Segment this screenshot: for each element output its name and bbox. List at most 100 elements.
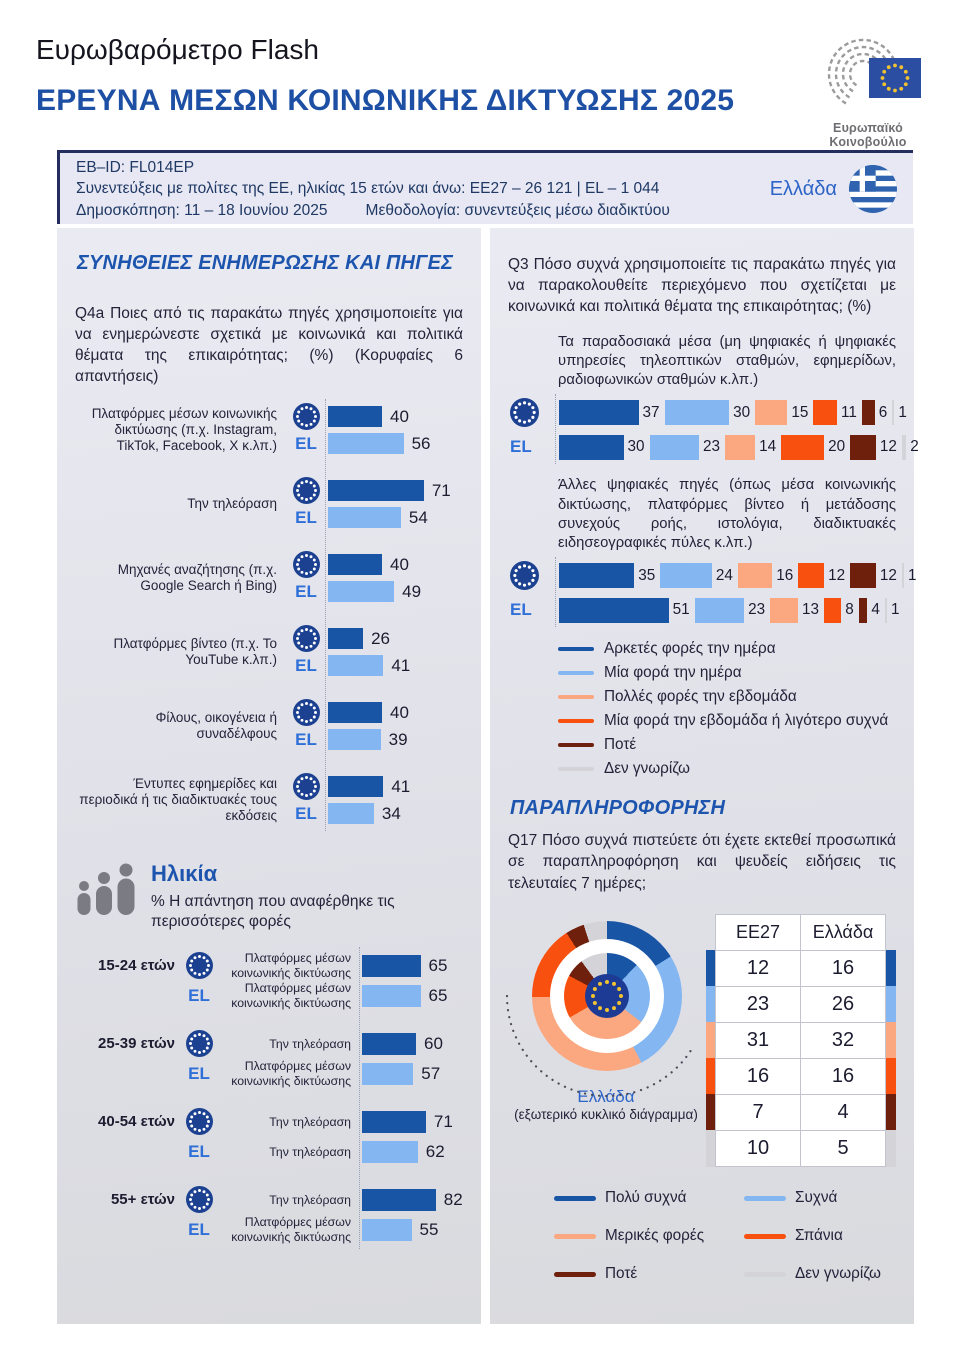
segment xyxy=(559,400,639,426)
frequency-panel: Q3 Πόσο συχνά χρησιμοποιείτε τις παρακάτ… xyxy=(490,228,919,1324)
row-color-tab xyxy=(706,1022,716,1060)
page-title: ΕΡΕΥΝΑ ΜΕΣΩΝ ΚΟΙΝΩΝΙΚΗΣ ΔΙΚΤΥΩΣΗΣ 2025 xyxy=(36,84,735,117)
legend-swatch xyxy=(744,1195,786,1201)
segment xyxy=(770,597,799,623)
table-row: 10 5 xyxy=(706,1130,896,1168)
chart-group: Την τηλεόραση 71 EL 54 xyxy=(75,477,463,531)
row-color-tab xyxy=(886,1022,896,1060)
table-row: 23 26 xyxy=(706,986,896,1024)
row-color-tab xyxy=(706,1094,716,1132)
eu-flag-icon xyxy=(181,951,217,981)
axis-line xyxy=(555,394,556,465)
bar-eu xyxy=(362,1110,426,1133)
hemicycle-icon xyxy=(827,38,921,105)
age-group: 40-54 ετών Την τηλεόραση 71 EL Την τηλεό… xyxy=(75,1107,463,1167)
row-color-tab xyxy=(706,986,716,1024)
el-label: EL xyxy=(188,1063,210,1083)
eu-flag-icon xyxy=(287,403,325,430)
age-range: 15-24 ετών xyxy=(98,957,175,975)
legend-swatch xyxy=(558,695,594,700)
segment xyxy=(798,563,825,589)
bar-el xyxy=(362,1218,412,1241)
section-title-habits: ΣΥΝΗΘΕΙΕΣ ΕΝΗΜΕΡΩΣΗΣ ΚΑΙ ΠΗΓΕΣ xyxy=(77,252,454,274)
table-row: 12 16 xyxy=(706,950,896,988)
segment xyxy=(850,563,876,589)
source-label: Μηχανές αναζήτησης (π.χ. Google Search ή… xyxy=(117,562,277,594)
legend-swatch xyxy=(554,1233,596,1239)
age-section-title: Ηλικία xyxy=(151,861,218,887)
segment xyxy=(901,563,905,589)
age-section-subtitle: % Η απάντηση που αναφέρθηκε τις περισσότ… xyxy=(151,893,395,931)
donut-inner-ring xyxy=(564,953,650,1040)
legend-swatch xyxy=(558,647,594,652)
q3-traditional-chart: 37 30 15 11 6 1 EL 30 23 14 20 12 2 xyxy=(508,394,919,465)
segment xyxy=(724,434,756,460)
el-label: EL xyxy=(295,655,317,675)
segment xyxy=(861,400,875,426)
top-answer-eu: Την τηλεόραση xyxy=(269,1192,351,1207)
row-color-tab xyxy=(706,1130,716,1168)
eu-flag-icon xyxy=(287,477,325,504)
row-color-tab xyxy=(886,950,896,988)
eu-flag-icon xyxy=(181,1029,217,1059)
segment xyxy=(660,563,712,589)
source-label: Πλατφόρμες βίντεο (π.χ. Το YouTube κ.λπ.… xyxy=(113,636,277,668)
row-color-tab xyxy=(706,1058,716,1096)
source-label: Έντυπες εφημερίδες και περιοδικά ή τις δ… xyxy=(79,776,277,824)
el-label: EL xyxy=(510,437,532,457)
segment xyxy=(884,597,888,623)
legend-swatch xyxy=(744,1233,786,1239)
age-group: 55+ ετών Την τηλεόραση 82 EL Πλατφόρμες … xyxy=(75,1185,463,1245)
el-label: EL xyxy=(188,985,210,1005)
logo-caption: Ευρωπαϊκό Κοινοβούλιο xyxy=(829,121,907,149)
segment xyxy=(559,434,624,460)
segment xyxy=(559,597,669,623)
news-habits-panel: ΣΥΝΗΘΕΙΕΣ ΕΝΗΜΕΡΩΣΗΣ ΚΑΙ ΠΗΓΕΣ Q4a Ποιες… xyxy=(57,228,481,1324)
audience-line: Συνεντεύξεις με πολίτες της ΕΕ, ηλικίας … xyxy=(76,180,660,198)
age-group: 25-39 ετών Την τηλεόραση 60 EL Πλατφόρμε… xyxy=(75,1029,463,1089)
bar-el xyxy=(362,1062,414,1085)
el-label: EL xyxy=(295,729,317,749)
axis-line xyxy=(555,557,556,628)
row-color-tab xyxy=(886,1094,896,1132)
eu-flag-icon xyxy=(287,773,325,800)
stacked-row-el: EL 30 23 14 20 12 2 xyxy=(508,434,919,460)
segment xyxy=(901,434,907,460)
segment xyxy=(824,597,842,623)
el-label: EL xyxy=(295,507,317,527)
source-label: Πλατφόρμες μέσων κοινωνικής δικτύωσης (π… xyxy=(91,406,277,454)
chart-group: Πλατφόρμες βίντεο (π.χ. Το YouTube κ.λπ.… xyxy=(75,625,463,679)
bar-eu xyxy=(328,480,424,502)
poll-dates: Δημοσκόπηση: 11 – 18 Ιουνίου 2025 xyxy=(76,201,328,219)
eu-flag-icon xyxy=(287,551,325,578)
q3-digital-chart: 35 24 16 12 12 1 EL 51 23 13 8 4 1 xyxy=(508,557,917,628)
segment xyxy=(781,434,825,460)
legend-swatch xyxy=(558,671,594,676)
bar-el xyxy=(328,581,395,603)
survey-info-banner: EB–ID: FL014EP Συνεντεύξεις με πολίτες τ… xyxy=(57,150,913,224)
segment xyxy=(737,563,773,589)
bar-el xyxy=(328,729,381,751)
row-color-tab xyxy=(706,950,716,988)
bar-eu xyxy=(328,406,382,428)
q4a-question: Q4a Ποιες από τις παρακάτω πηγές χρησιμο… xyxy=(75,305,463,386)
bar-eu xyxy=(328,776,384,798)
el-label: EL xyxy=(188,1219,210,1239)
top-answer-eu: Την τηλεόραση xyxy=(269,1114,351,1129)
el-label: EL xyxy=(295,433,317,453)
bar-el xyxy=(328,433,404,455)
q17-table: EE27 Ελλάδα 12 16 23 26 31 32 16 16 xyxy=(706,914,896,1168)
segment xyxy=(892,400,895,426)
q3-question: Q3 Πόσο συχνά χρησιμοποιείτε τις παρακάτ… xyxy=(508,256,896,316)
legend-swatch xyxy=(558,743,594,748)
top-answer-eu: Πλατφόρμες μέσων κοινωνικής δικτύωσης xyxy=(231,951,351,980)
row-color-tab xyxy=(886,1058,896,1096)
el-label: EL xyxy=(295,581,317,601)
col-header-eu: EE27 xyxy=(715,914,801,952)
bar-eu xyxy=(328,702,382,724)
q4a-bar-chart: Πλατφόρμες μέσων κοινωνικής δικτύωσης (π… xyxy=(75,399,463,832)
stacked-row-eu: 35 24 16 12 12 1 xyxy=(508,561,917,590)
table-row: 31 32 xyxy=(706,1022,896,1060)
segment xyxy=(649,434,699,460)
